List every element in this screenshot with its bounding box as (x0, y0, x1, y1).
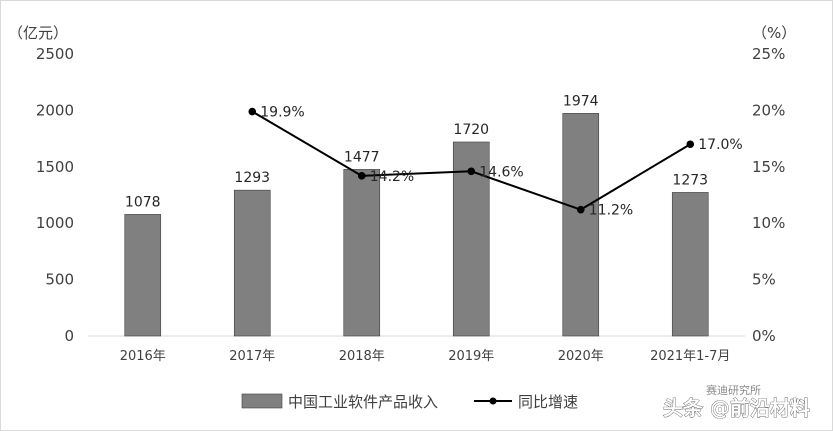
category-tick-label: 2016年 (120, 349, 166, 364)
bar-data-label: 1720 (453, 122, 489, 138)
right-tick-label: 0% (752, 327, 776, 345)
category-axis-ticks: 2016年 2017年 2018年 2019年 2020年 2021年1-7月 (120, 349, 731, 364)
legend-bar-swatch (241, 393, 283, 409)
growth-data-label: 14.2% (370, 169, 414, 185)
growth-data-label: 14.6% (479, 164, 523, 180)
left-tick-label: 2000 (36, 101, 74, 119)
right-axis-ticks: 0% 5% 10% 15% 20% 25% (752, 45, 785, 345)
left-tick-label: 1000 (36, 214, 74, 232)
right-axis-unit: （%） (752, 24, 796, 42)
growth-point (357, 172, 366, 180)
category-tick-label: 2018年 (339, 349, 385, 364)
line-series (248, 107, 695, 214)
growth-point (576, 205, 585, 214)
left-axis-unit: （亿元） (8, 24, 68, 42)
right-tick-label: 10% (752, 214, 785, 232)
bar-data-label: 1273 (672, 172, 708, 188)
growth-data-label: 11.2% (589, 203, 633, 219)
legend-line-label: 同比增速 (518, 393, 578, 411)
growth-point (467, 167, 476, 176)
bar-data-label: 1974 (563, 93, 599, 109)
bar-data-labels: 1078 1293 1477 1720 1974 1273 (125, 93, 708, 210)
watermark-text: 头条 @前沿材料 (663, 396, 810, 420)
category-tick-label: 2017年 (229, 349, 275, 364)
bar (671, 192, 709, 337)
left-tick-label: 2500 (36, 45, 74, 63)
growth-data-label: 17.0% (698, 137, 742, 153)
right-tick-label: 20% (752, 101, 785, 119)
left-axis-ticks: 0 500 1000 1500 2000 2500 (36, 45, 74, 345)
line-data-labels: 19.9% 14.2% 14.6% 11.2% 17.0% (260, 105, 742, 219)
legend: 中国工业软件产品收入 同比增速 (241, 393, 578, 411)
left-tick-label: 1500 (36, 158, 74, 176)
bar-data-label: 1477 (344, 149, 380, 165)
right-tick-label: 25% (752, 45, 785, 63)
bar-series (124, 113, 709, 337)
bar (562, 113, 600, 337)
growth-data-label: 19.9% (260, 105, 304, 121)
left-tick-label: 500 (45, 271, 74, 289)
growth-point (686, 140, 695, 149)
left-tick-label: 0 (64, 327, 74, 345)
legend-bar-label: 中国工业软件产品收入 (288, 393, 438, 411)
category-tick-label: 2021年1-7月 (650, 349, 730, 364)
category-tick-label: 2020年 (558, 349, 604, 364)
category-tick-label: 2019年 (448, 349, 494, 364)
legend-line-marker (489, 397, 497, 405)
bar-data-label: 1078 (125, 194, 161, 210)
bar (124, 214, 162, 337)
growth-point (248, 107, 257, 116)
right-tick-label: 15% (752, 158, 785, 176)
watermark-source: 赛迪研究所 (706, 383, 761, 397)
bar (343, 169, 381, 337)
right-tick-label: 5% (752, 271, 776, 289)
bar (233, 189, 271, 337)
bar-data-label: 1293 (234, 170, 270, 186)
